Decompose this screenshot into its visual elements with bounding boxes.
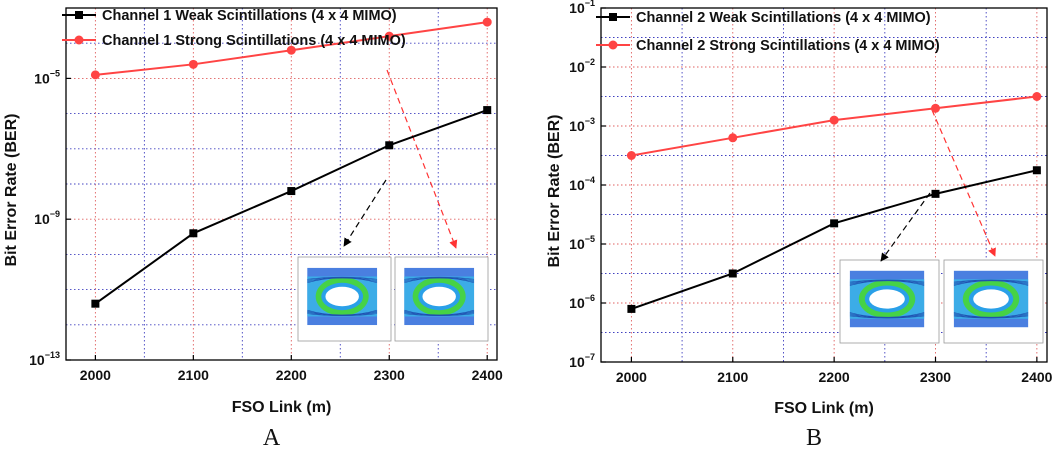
data-point-circle bbox=[1032, 92, 1042, 101]
eye-image-opening bbox=[973, 289, 1009, 309]
y-axis-label: Bit Error Rate (BER) bbox=[546, 115, 563, 268]
annotation-arrow bbox=[343, 179, 387, 247]
eye-diagram-image bbox=[839, 259, 940, 344]
eye-image-opening bbox=[325, 286, 359, 307]
annotation-arrow bbox=[386, 69, 458, 249]
y-axis-label: Bit Error Rate (BER) bbox=[3, 114, 20, 267]
data-point-square bbox=[931, 189, 940, 198]
data-point-square bbox=[627, 304, 636, 313]
data-point-square bbox=[287, 187, 296, 196]
y-tick-label: 10−3 bbox=[569, 116, 595, 134]
legend-swatch-marker bbox=[75, 11, 83, 19]
data-point-circle bbox=[728, 133, 738, 143]
data-point-circle bbox=[829, 115, 839, 125]
chart-panel-a: 2000 2100 2200 2300 2400 10−5 10−9 10−13 Channe… bbox=[3, 7, 503, 451]
x-tick-label: 2100 bbox=[717, 369, 748, 385]
eye-image-trace bbox=[953, 280, 1029, 286]
legend-label: Channel 1 Strong Scintillations (4 x 4 M… bbox=[102, 33, 406, 49]
data-point-circle bbox=[286, 45, 296, 55]
data-point-circle bbox=[482, 17, 492, 27]
eye-image-trace bbox=[307, 309, 378, 316]
x-tick-label: 2200 bbox=[819, 369, 850, 385]
legend-label: Channel 1 Weak Scintillations (4 x 4 MIM… bbox=[102, 8, 397, 24]
x-tick-label: 2000 bbox=[80, 367, 111, 383]
y-tick-label: 10−5 bbox=[569, 234, 595, 252]
eye-image-trace bbox=[307, 277, 378, 284]
y-tick-label: 10−6 bbox=[569, 293, 595, 311]
y-tick-label: 10−4 bbox=[569, 175, 595, 193]
data-point-square bbox=[728, 269, 737, 278]
data-point-circle bbox=[188, 59, 198, 69]
series-markers bbox=[626, 92, 1042, 313]
eye-diagram-image bbox=[943, 259, 1044, 344]
data-point-square bbox=[385, 141, 394, 150]
y-tick-label: 10−7 bbox=[569, 352, 595, 370]
x-axis-label: FSO Link (m) bbox=[774, 400, 874, 417]
eye-image-opening bbox=[422, 286, 456, 307]
chart-panel-b: 2000 2100 2200 2300 2400 10−1 10−2 10−3 10−4 10−5… bbox=[546, 0, 1052, 451]
eye-image-trace bbox=[404, 309, 475, 316]
panel-label: A bbox=[263, 425, 281, 451]
data-point-square bbox=[830, 219, 839, 228]
legend-swatch-marker bbox=[74, 35, 84, 45]
data-point-square bbox=[1032, 166, 1041, 175]
data-point-circle bbox=[626, 151, 636, 160]
legend: Channel 2 Weak Scintillations (4 x 4 MIM… bbox=[596, 10, 940, 54]
axis-ticks: 2000 2100 2200 2300 2400 10−1 10−2 10−3 10−4 10−5… bbox=[569, 0, 1052, 385]
axis-ticks: 2000 2100 2200 2300 2400 10−5 10−9 10−13 bbox=[29, 68, 503, 383]
legend-swatch-marker bbox=[609, 13, 617, 21]
eye-image-trace bbox=[953, 312, 1029, 318]
x-tick-label: 2300 bbox=[374, 367, 405, 383]
data-point-square bbox=[483, 106, 492, 115]
x-axis-label: FSO Link (m) bbox=[232, 399, 332, 416]
grid-lines bbox=[601, 7, 1047, 363]
y-tick-label: 10−9 bbox=[34, 209, 60, 227]
eye-image-opening bbox=[869, 289, 905, 309]
y-tick-label: 10−2 bbox=[569, 57, 595, 75]
series-markers bbox=[90, 17, 492, 308]
x-tick-label: 2300 bbox=[920, 369, 951, 385]
data-point-circle bbox=[931, 103, 940, 113]
eye-diagram-image bbox=[394, 256, 489, 342]
legend-label: Channel 2 Strong Scintillations (4 x 4 M… bbox=[636, 38, 940, 54]
plot-frame bbox=[65, 7, 498, 361]
data-point-circle bbox=[90, 70, 100, 80]
eye-diagram-insets bbox=[839, 259, 1044, 344]
eye-image-trace bbox=[849, 312, 925, 318]
eye-image-trace bbox=[849, 280, 925, 286]
y-tick-label: 10−5 bbox=[34, 68, 60, 86]
panel-label: B bbox=[806, 425, 822, 451]
legend-label: Channel 2 Weak Scintillations (4 x 4 MIM… bbox=[636, 10, 931, 26]
x-tick-label: 2400 bbox=[1021, 369, 1052, 385]
x-tick-label: 2400 bbox=[472, 367, 503, 383]
eye-diagram-insets bbox=[297, 256, 489, 342]
annotation-arrow bbox=[880, 192, 931, 262]
x-tick-label: 2200 bbox=[276, 367, 307, 383]
y-tick-label: 10−13 bbox=[29, 350, 60, 368]
data-point-circle bbox=[384, 31, 394, 41]
data-point-square bbox=[91, 299, 100, 308]
legend: Channel 1 Weak Scintillations (4 x 4 MIM… bbox=[62, 8, 406, 49]
annotation-arrow bbox=[931, 109, 996, 257]
legend-swatch-marker bbox=[608, 40, 618, 50]
eye-image-trace bbox=[404, 277, 475, 284]
x-tick-label: 2000 bbox=[616, 369, 647, 385]
eye-diagram-image bbox=[297, 256, 392, 342]
data-point-square bbox=[189, 229, 198, 238]
x-tick-label: 2100 bbox=[178, 367, 209, 383]
y-tick-label: 10−1 bbox=[569, 0, 595, 16]
